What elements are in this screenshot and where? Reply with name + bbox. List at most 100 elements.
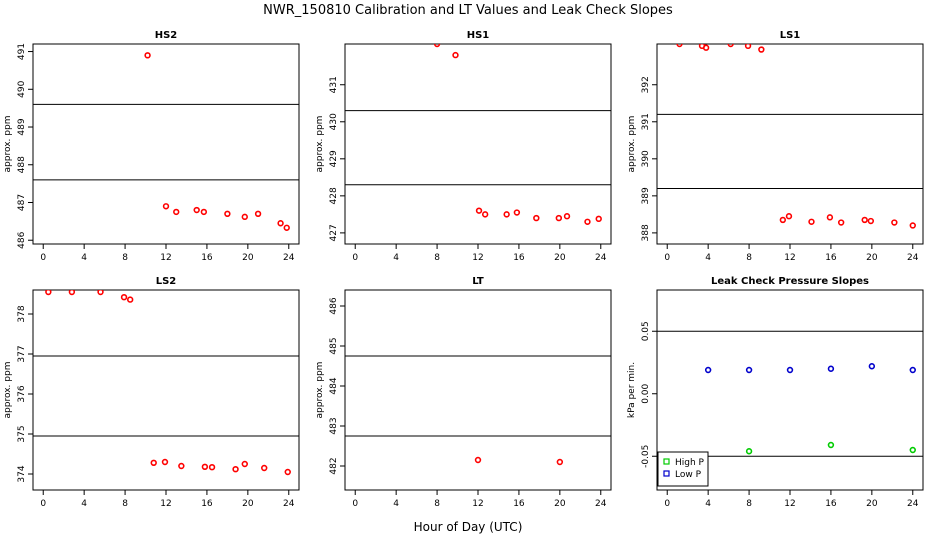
data-point [868,363,876,370]
y-tick-label: 491 [17,43,27,60]
legend-label: Low P [675,470,702,480]
data-point [867,217,875,225]
series-values [144,52,290,231]
y-axis-label: approx. ppm [627,116,637,173]
x-tick-label: 8 [434,253,440,263]
y-tick-label: 488 [17,156,27,173]
y-tick-label: -0.05 [641,445,651,468]
x-tick-label: 4 [705,253,711,263]
y-tick-label: 392 [641,76,651,93]
y-tick-label: 486 [17,231,27,248]
x-tick-label: 20 [554,499,566,509]
data-point [45,290,52,296]
data-point [254,210,262,218]
data-point [452,51,459,59]
data-point [144,52,151,59]
data-point [241,460,248,468]
x-tick-label: 24 [907,499,919,509]
data-point [827,441,835,449]
x-tick-label: 0 [40,499,46,509]
x-tick-label: 20 [242,253,254,263]
data-point [779,216,787,224]
data-point [283,224,290,231]
data-point [193,206,200,214]
series-values [474,456,564,466]
y-tick-label: 375 [17,425,27,442]
x-tick-label: 16 [825,499,837,509]
data-point [727,44,734,48]
data-point [584,218,591,225]
y-tick-label: 378 [17,305,27,322]
data-point [827,365,835,372]
x-tick-label: 12 [160,499,171,509]
x-tick-label: 0 [664,253,670,263]
x-tick-label: 12 [472,253,483,263]
data-point [909,446,916,454]
y-axis-label: kPa per min. [627,362,637,418]
x-tick-label: 20 [242,499,254,509]
data-point [68,290,76,296]
panel-title: HS2 [155,30,178,41]
x-tick-label: 16 [825,253,837,263]
data-point [785,213,793,220]
panel-title: Leak Check Pressure Slopes [711,276,869,287]
panel-title: LS2 [156,276,177,287]
y-tick-label: 483 [329,417,339,434]
figure-x-label: Hour of Day (UTC) [414,520,523,534]
data-point [861,216,868,224]
x-tick-label: 0 [352,253,358,263]
data-point [563,213,571,220]
data-point [595,215,602,223]
data-point [474,456,482,464]
y-tick-label: 431 [329,76,339,93]
x-tick-label: 12 [472,499,483,509]
data-point [241,213,248,221]
plot-frame [32,43,300,245]
data-point [277,220,284,227]
data-point [745,366,753,374]
data-point [704,366,712,374]
x-tick-label: 4 [81,499,87,509]
data-point [909,222,916,229]
legend: High P Low P [657,451,709,487]
y-tick-label: 388 [641,224,651,241]
panel-3: LS1 0 4 8 12 16 20 24 388 389 390 391 392 approx. ppm [627,30,924,263]
x-tick-label: 12 [784,253,795,263]
plot-frame [344,289,612,491]
y-tick-label: 0.00 [641,383,651,403]
data-point [837,219,845,226]
y-tick-label: 428 [329,187,339,204]
data-point [758,46,765,53]
y-tick-label: 430 [329,113,339,130]
x-tick-label: 8 [746,499,752,509]
panel-5: LT 0 4 8 12 16 20 24 482 483 484 485 486 approx. ppm [315,276,612,509]
data-point [745,448,753,455]
data-point [150,459,157,466]
x-tick-label: 16 [513,253,525,263]
data-point [503,211,510,218]
data-point [533,214,540,222]
x-tick-label: 4 [393,499,399,509]
panel-2: HS1 0 4 8 12 16 20 24 427 428 429 430 431 approx. ppm [315,30,612,263]
x-tick-label: 24 [595,253,607,263]
data-point [702,44,710,51]
data-point [909,366,916,374]
y-tick-label: 374 [17,465,27,482]
series-high-p [745,441,916,455]
panel-6: Leak Check Pressure Slopes 0 4 8 12 16 20 24 -0.… [627,276,924,509]
x-tick-label: 4 [705,499,711,509]
y-tick-label: 487 [17,194,27,211]
data-point [161,458,169,466]
data-point [556,458,564,466]
x-tick-label: 4 [393,253,399,263]
series-values [676,44,916,229]
legend-box [657,451,709,487]
x-tick-label: 24 [907,253,919,263]
x-tick-label: 12 [784,499,795,509]
x-tick-label: 20 [866,499,878,509]
x-tick-label: 20 [554,253,566,263]
data-point [891,219,898,226]
data-point [201,463,209,470]
x-tick-label: 16 [201,253,213,263]
